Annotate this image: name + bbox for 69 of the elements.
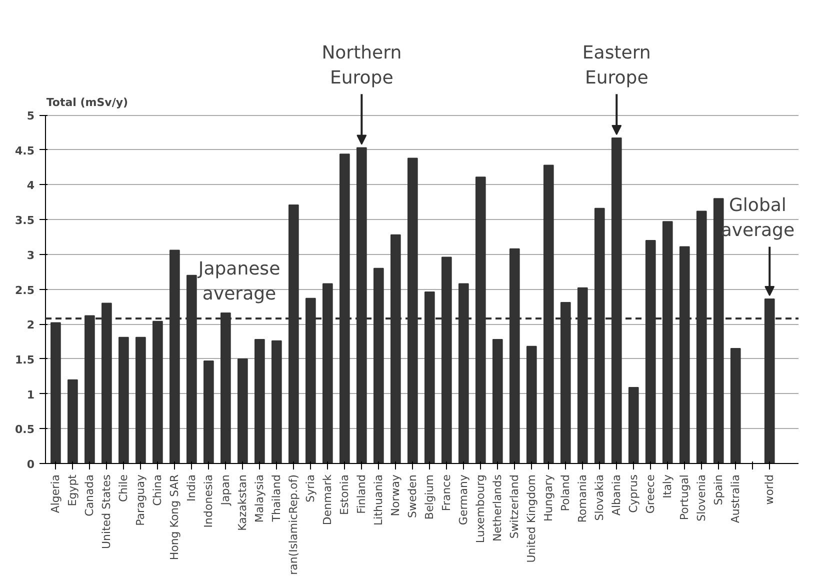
- x-tick-label: United Kingdom: [525, 474, 538, 563]
- x-tick-label: Hong Kong SAR: [168, 474, 182, 560]
- y-tick-label: 0.5: [15, 423, 35, 436]
- y-tick-label: 2: [26, 318, 34, 332]
- y-tick-label: 0: [26, 458, 35, 471]
- x-tick-label: France: [440, 474, 454, 512]
- x-tick-label: Slovakia: [593, 474, 606, 521]
- bar: [271, 340, 282, 464]
- x-tick-label: Romania: [576, 474, 590, 523]
- x-tick-label: Lithuania: [372, 474, 386, 526]
- y-tick-label: 4: [26, 179, 35, 192]
- x-tick-label: Algeria: [49, 474, 62, 514]
- y-tick-label: 5: [26, 110, 34, 123]
- x-tick-label: Malaysia: [253, 474, 266, 523]
- annotation: Eastern Europe: [582, 42, 651, 89]
- y-tick-label: 4.5: [15, 144, 35, 158]
- x-tick-label: Spain: [712, 474, 726, 506]
- x-tick-label: Syria: [304, 474, 318, 502]
- y-tick-label: 2.5: [15, 284, 35, 297]
- bar: [136, 336, 146, 464]
- x-tick-label: Luxembourg: [474, 474, 488, 544]
- x-tick-label: Poland: [559, 474, 572, 512]
- x-tick-label: Sweden: [406, 474, 420, 518]
- x-tick-label: China: [151, 474, 164, 506]
- y-tick-label: 1: [26, 388, 34, 402]
- x-tick-label: Thailand: [270, 474, 284, 523]
- x-tick-label: Italy: [661, 474, 674, 498]
- x-tick-label: Norway: [389, 474, 402, 516]
- x-tick-label: Kazakstan: [236, 474, 250, 531]
- x-tick-label: United States: [100, 474, 114, 549]
- x-tick-label: Portugal: [678, 474, 692, 520]
- x-tick-label: India: [185, 474, 198, 502]
- bar: [526, 346, 537, 464]
- x-tick-label: Australia: [729, 474, 742, 524]
- x-tick-label: ran(IslamicRep.of): [287, 474, 300, 575]
- x-tick-label: Albania: [610, 474, 624, 516]
- x-tick-label: Netherlands: [491, 474, 504, 542]
- x-tick-label: Switzerland: [508, 474, 522, 539]
- x-tick-label: Greece: [644, 474, 658, 514]
- annotation: Northern Europe: [322, 42, 402, 89]
- x-tick-label: Estonia: [338, 474, 352, 515]
- bar: [238, 358, 248, 464]
- bar: [254, 338, 265, 464]
- x-tick-label: Slovenia: [695, 474, 708, 522]
- bar: [50, 322, 61, 464]
- ref-line-label: Japanese average: [197, 258, 280, 305]
- x-tick-label: Japan: [219, 474, 232, 506]
- y-tick-label: 3: [26, 248, 34, 262]
- x-tick-label: Germany: [457, 474, 470, 526]
- bar: [68, 379, 78, 464]
- x-tick-label: Denmark: [321, 474, 334, 526]
- x-tick-label: Paraguay: [134, 474, 148, 526]
- bar: [492, 338, 503, 464]
- bar: [730, 348, 741, 464]
- y-tick-label: 3.5: [15, 214, 35, 228]
- x-tick-label: Canada: [83, 474, 96, 516]
- bar: [204, 360, 214, 464]
- x-tick-label: Cyprus: [627, 474, 640, 513]
- x-tick-label: Egypt: [66, 474, 80, 506]
- bar: [118, 336, 129, 464]
- x-tick-label: Chile: [117, 474, 130, 502]
- y-axis-title: Total (mSv/y): [46, 96, 128, 110]
- x-tick-label: world: [763, 474, 776, 505]
- x-tick-label: Indonesia: [202, 474, 216, 528]
- x-tick-label: Finland: [355, 474, 368, 514]
- bar: [628, 387, 639, 464]
- y-tick-label: 1.5: [15, 353, 35, 366]
- x-tick-label: Hungary: [542, 474, 556, 522]
- x-tick-label: Belgium: [423, 474, 436, 520]
